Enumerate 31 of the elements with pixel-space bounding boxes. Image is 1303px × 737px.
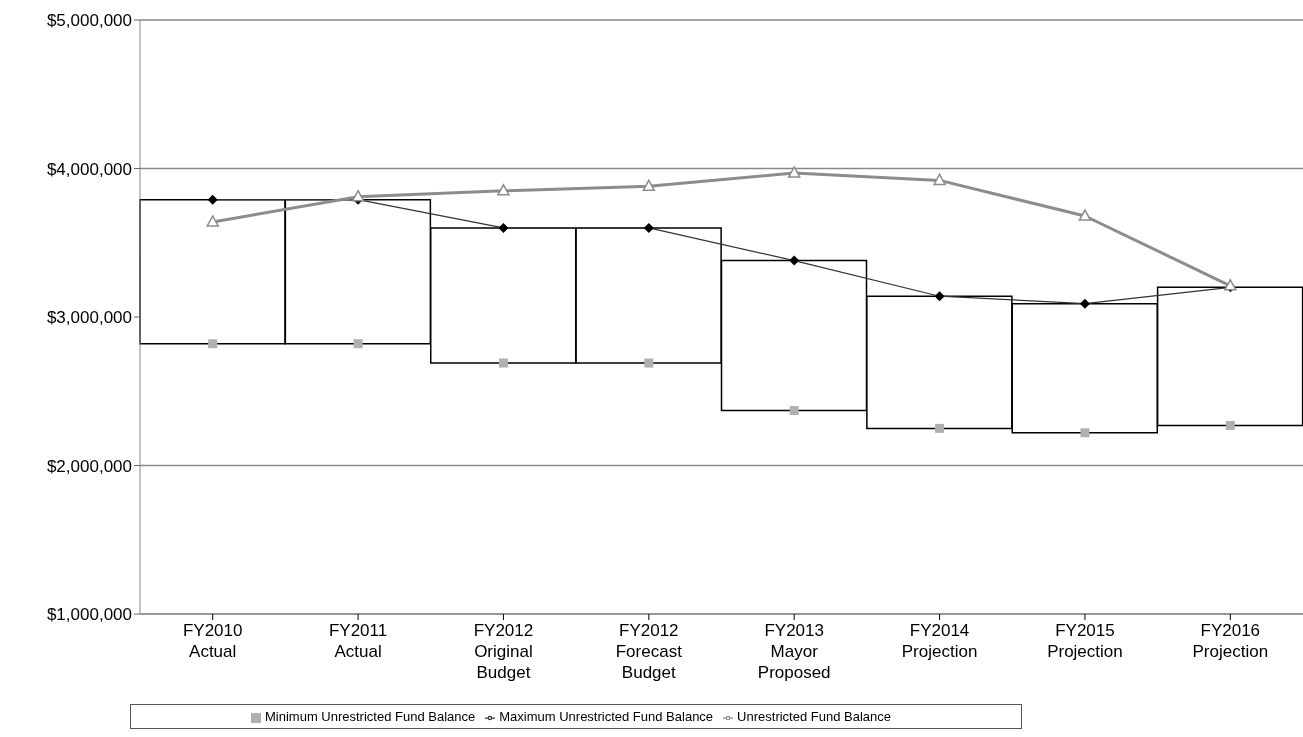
point <box>789 406 799 416</box>
point <box>208 339 218 349</box>
y-tick-label: $3,000,000 <box>46 308 132 328</box>
y-tick-label: $2,000,000 <box>46 456 132 476</box>
point <box>787 166 801 178</box>
point <box>1225 420 1235 430</box>
y-tick-label: $5,000,000 <box>46 11 132 31</box>
point <box>1078 209 1092 221</box>
point <box>642 179 656 192</box>
y-tick-label: $4,000,000 <box>46 159 132 179</box>
x-tick-label: FY2010 Actual <box>182 621 243 661</box>
point <box>644 358 654 368</box>
x-tick-label: FY2016 Projection <box>1192 621 1269 661</box>
legend-label: Unrestricted Fund Balance <box>737 709 892 724</box>
x-tick-label: FY2012 Original Budget <box>473 621 534 682</box>
point <box>351 189 365 202</box>
point <box>1080 428 1090 438</box>
legend-label: Maximum Unrestricted Fund Balance <box>499 709 714 724</box>
point <box>933 173 946 186</box>
y-tick-label: $1,000,000 <box>46 605 132 625</box>
point <box>935 423 945 433</box>
x-tick-label: FY2013 Mayor Proposed <box>757 621 831 682</box>
point <box>206 215 219 227</box>
point <box>498 358 508 368</box>
x-tick-label: FY2015 Projection <box>1047 621 1123 661</box>
legend-label: Minimum Unrestricted Fund Balance <box>264 709 476 724</box>
x-tick-label: FY2014 Projection <box>901 621 978 661</box>
point <box>497 184 510 196</box>
x-tick-label: FY2011 Actual <box>328 621 388 661</box>
point <box>353 339 363 349</box>
x-tick-label: FY2012 Forecast Budget <box>615 621 683 682</box>
